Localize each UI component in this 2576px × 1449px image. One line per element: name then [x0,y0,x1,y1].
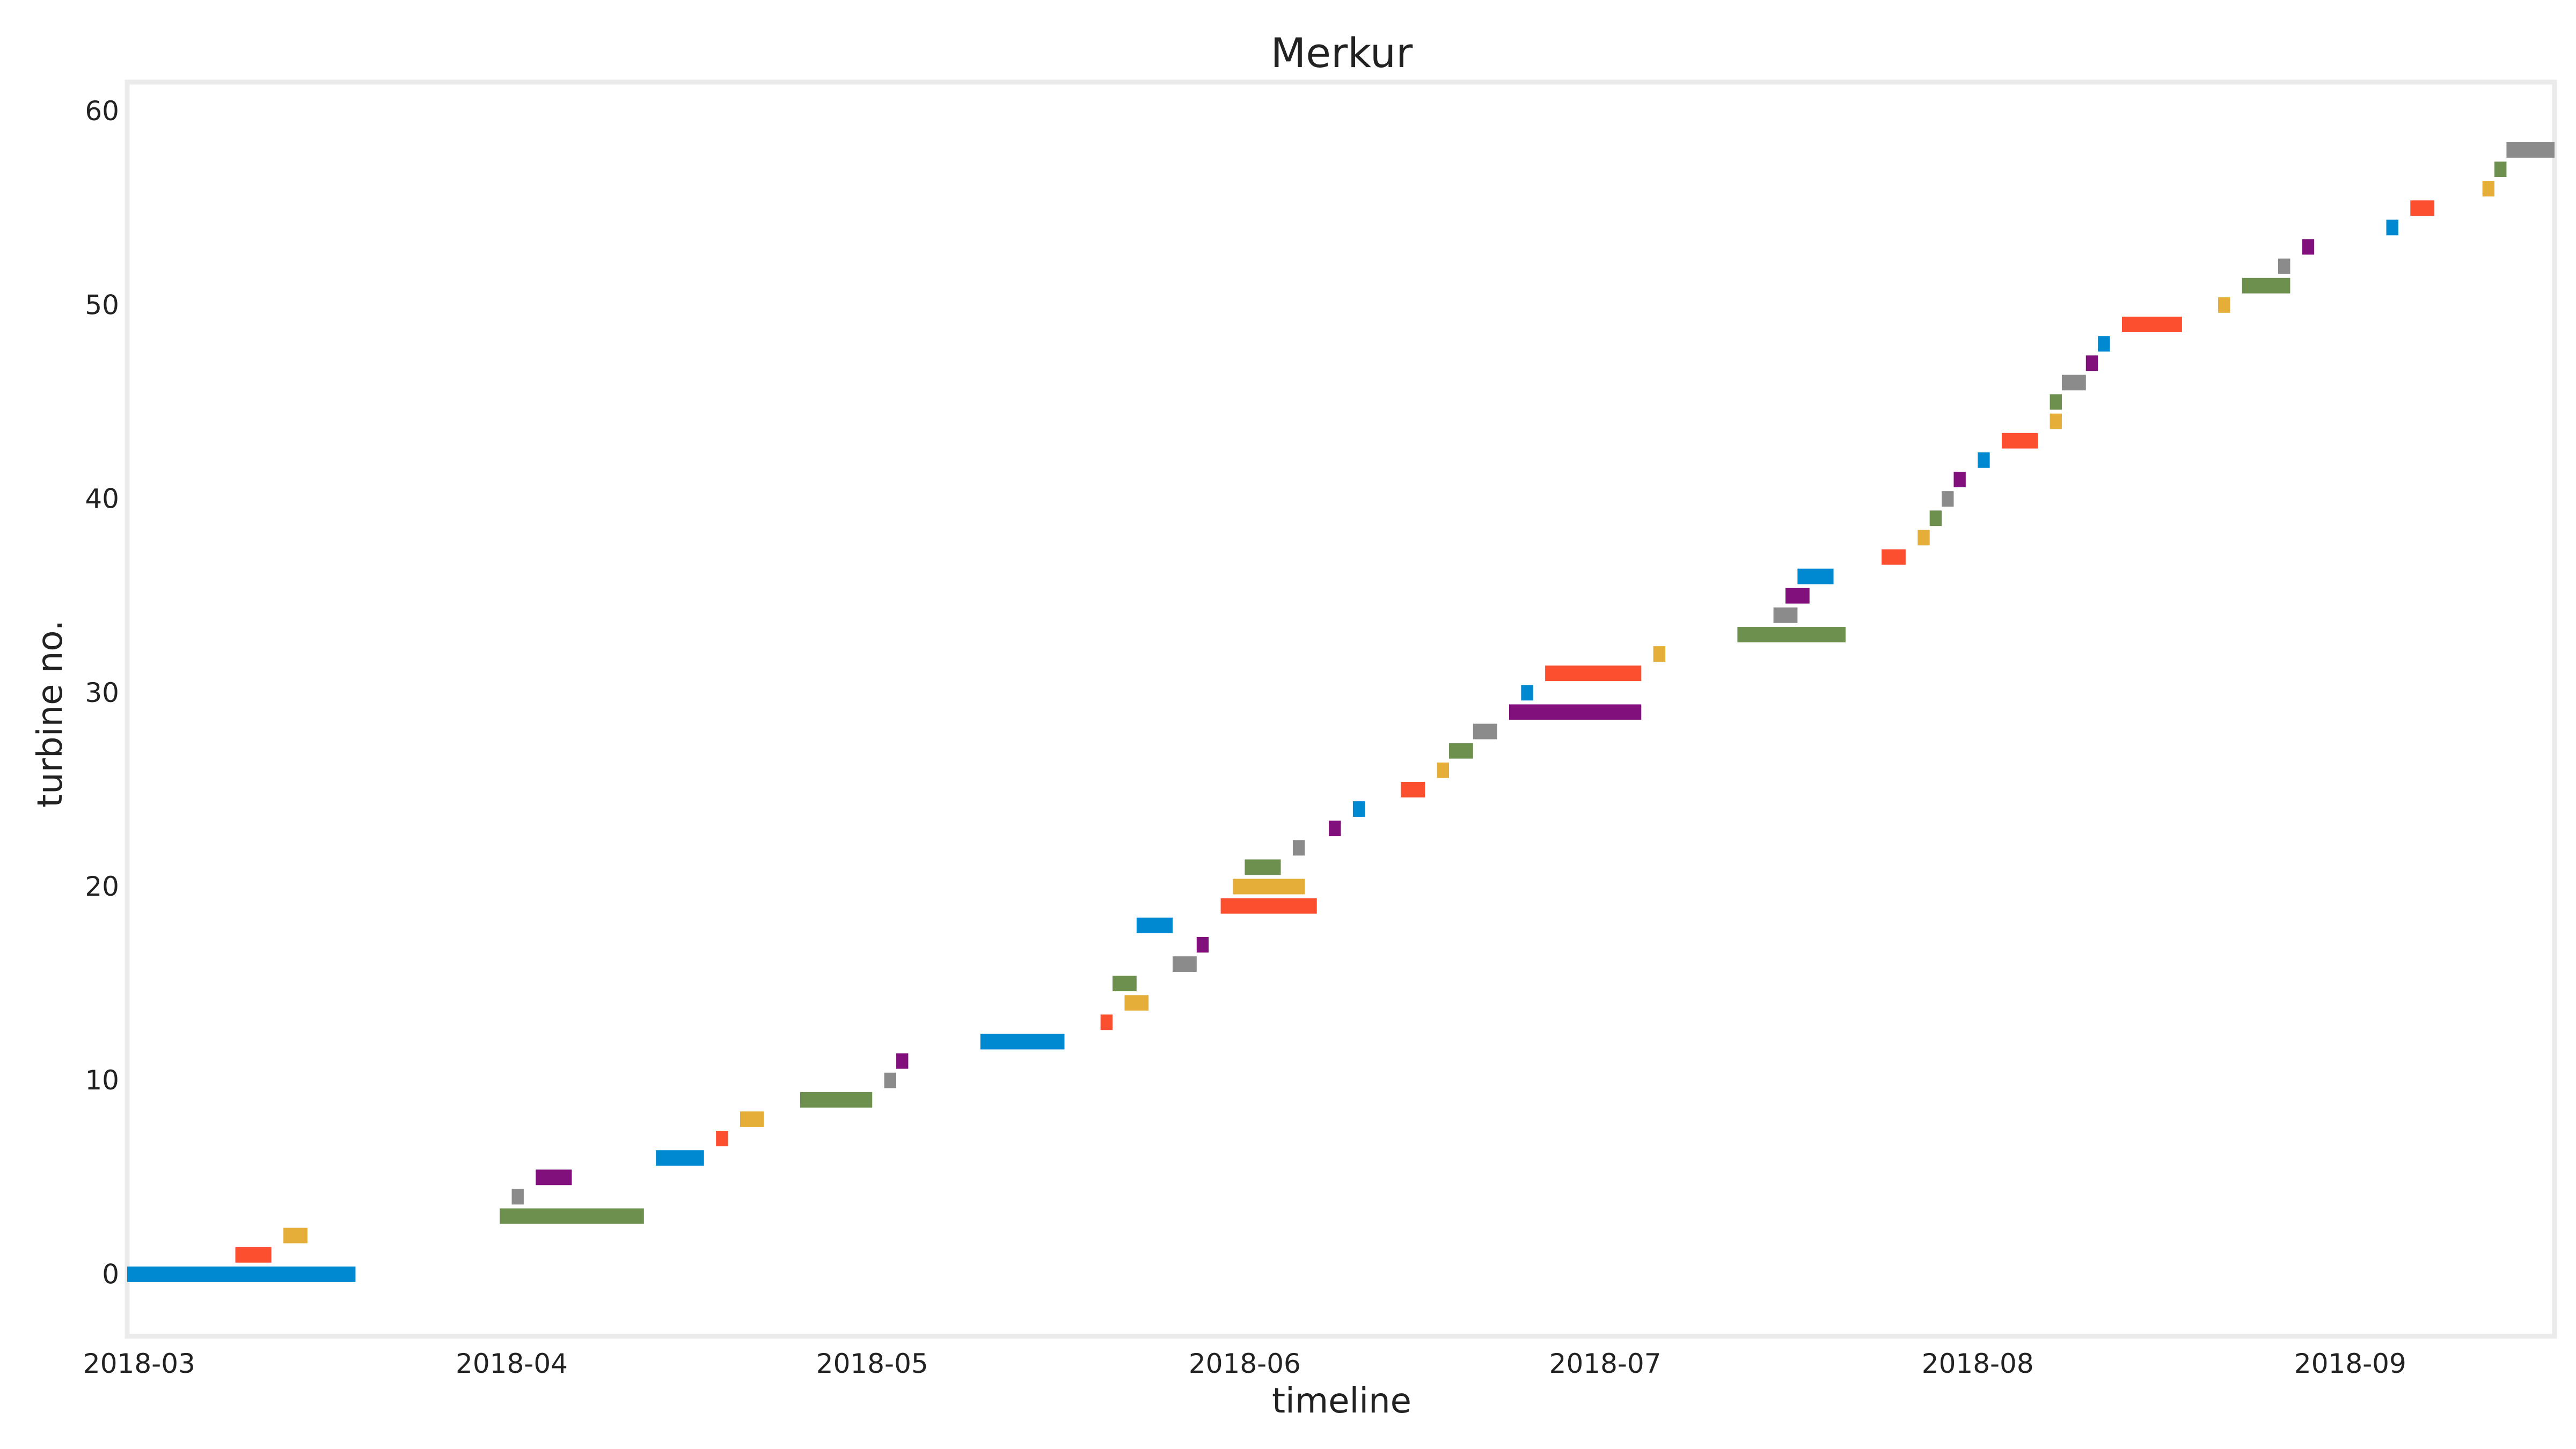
gantt-bar-turbine-19 [1220,898,1317,914]
gantt-bar-turbine-13 [1100,1014,1113,1030]
x-tick-label: 2018-06 [1189,1348,1301,1379]
gantt-bar-turbine-30 [1521,685,1533,701]
bars-layer [127,142,2555,1282]
gantt-bar-turbine-22 [1292,840,1305,856]
gantt-bar-turbine-6 [656,1150,704,1166]
gantt-bar-turbine-3 [500,1208,644,1224]
y-axis-ticks: 0 10 20 30 40 50 60 [85,96,119,1290]
x-tick-label: 2018-09 [2294,1348,2406,1379]
gantt-bar-turbine-54 [2386,219,2398,236]
gantt-bar-turbine-51 [2242,277,2290,294]
gantt-bar-turbine-43 [2002,433,2038,449]
gantt-bar-turbine-20 [1232,879,1305,895]
y-tick-label: 60 [85,96,119,127]
gantt-bar-turbine-49 [2121,317,2182,332]
gantt-bar-turbine-58 [2506,142,2555,158]
gantt-bar-turbine-7 [716,1131,728,1147]
gantt-bar-turbine-4 [511,1189,524,1205]
y-tick-label: 0 [102,1258,119,1290]
plot-frame [125,79,2557,1339]
gantt-bar-turbine-8 [740,1111,764,1127]
gantt-bar-turbine-2 [283,1227,308,1243]
y-tick-label: 30 [85,677,119,708]
x-tick-label: 2018-04 [456,1348,568,1379]
gantt-bar-turbine-53 [2302,239,2315,255]
x-tick-label: 2018-03 [83,1348,195,1379]
gantt-bar-turbine-24 [1352,801,1365,817]
gantt-bar-turbine-18 [1136,917,1173,933]
gantt-bar-turbine-50 [2218,297,2230,313]
gantt-bar-turbine-0 [127,1266,356,1282]
y-tick-label: 20 [85,871,119,902]
gantt-bar-turbine-42 [1978,452,1990,468]
gantt-bar-turbine-12 [980,1034,1065,1050]
gantt-bar-turbine-39 [1929,510,1942,526]
x-axis-ticks: 2018-03 2018-04 2018-05 2018-06 2018-07 2018-… [83,1348,2406,1379]
gantt-bar-turbine-23 [1329,821,1341,837]
gantt-bar-turbine-33 [1737,626,1846,642]
gantt-bar-turbine-40 [1942,491,1954,507]
gantt-bar-turbine-17 [1196,936,1209,953]
gantt-bar-turbine-37 [1882,549,1906,565]
gantt-bar-turbine-1 [235,1247,272,1263]
gantt-bar-turbine-48 [2098,336,2110,352]
gantt-bar-turbine-34 [1773,607,1798,623]
gantt-bar-turbine-35 [1785,588,1810,604]
gantt-bar-turbine-11 [896,1053,909,1069]
gantt-bar-turbine-25 [1401,781,1425,797]
gantt-bar-turbine-21 [1245,859,1281,875]
gantt-bar-turbine-46 [2061,375,2086,391]
x-tick-label: 2018-05 [816,1348,928,1379]
gantt-bar-turbine-52 [2278,258,2290,274]
x-tick-label: 2018-07 [1549,1348,1662,1379]
gantt-bar-turbine-41 [1953,472,1966,487]
gantt-bar-turbine-14 [1124,995,1149,1011]
x-tick-label: 2018-08 [1922,1348,2034,1379]
y-tick-label: 40 [85,484,119,515]
gantt-bar-turbine-26 [1437,762,1450,778]
gantt-bar-turbine-9 [800,1092,873,1108]
gantt-bar-turbine-32 [1653,646,1666,662]
gantt-bar-turbine-5 [536,1169,572,1185]
y-tick-label: 50 [85,289,119,320]
y-axis-label: turbine no. [31,620,70,808]
gantt-bar-turbine-55 [2410,200,2435,216]
y-tick-label: 10 [85,1065,119,1096]
gantt-bar-turbine-38 [1918,530,1930,546]
gantt-bar-turbine-28 [1473,723,1497,740]
gantt-bar-turbine-57 [2494,162,2507,177]
gantt-bar-turbine-16 [1173,956,1197,972]
gantt-bar-turbine-31 [1545,665,1642,682]
gantt-bar-turbine-36 [1797,568,1834,584]
gantt-bar-turbine-29 [1509,704,1642,720]
gantt-bar-turbine-47 [2085,355,2098,371]
gantt-bar-turbine-44 [2050,413,2062,429]
x-axis-label: timeline [1272,1381,1411,1421]
chart-title: Merkur [1271,29,1413,77]
gantt-bar-turbine-56 [2482,181,2495,197]
gantt-bar-turbine-27 [1449,743,1473,759]
gantt-bar-turbine-10 [884,1072,897,1088]
gantt-bar-turbine-15 [1113,976,1137,992]
gantt-bar-turbine-45 [2050,394,2062,410]
